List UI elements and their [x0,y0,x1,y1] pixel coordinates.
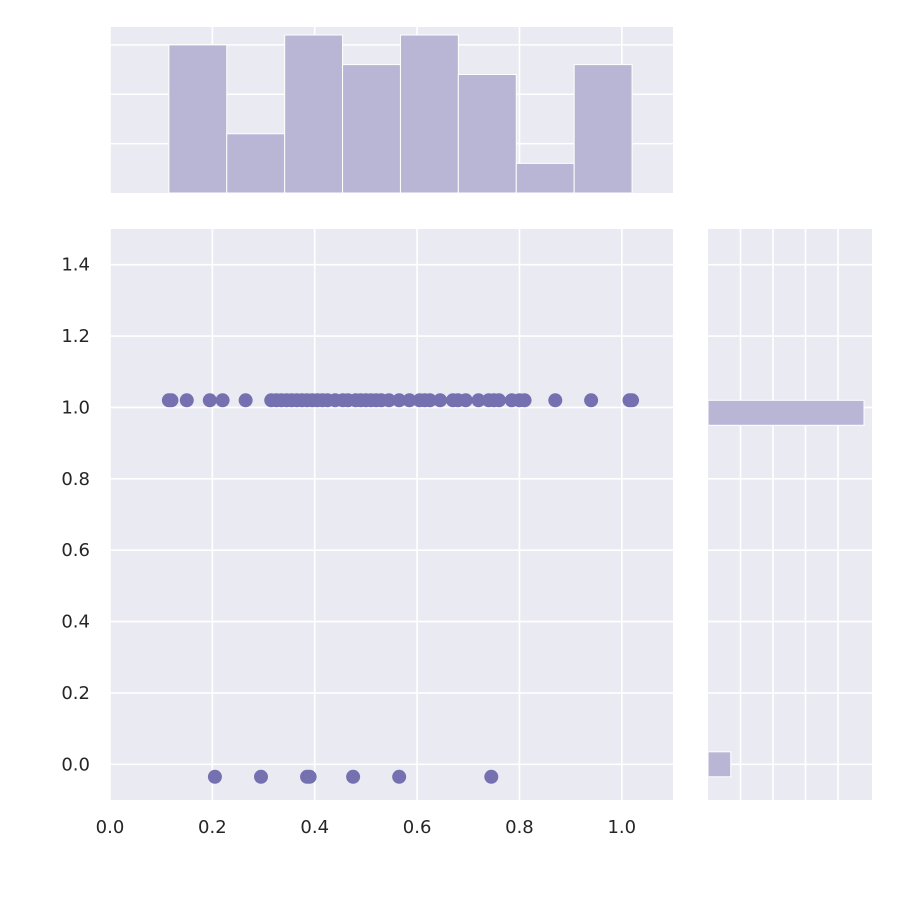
y-tick-label: 0.0 [61,754,90,775]
x-tick-label: 0.0 [96,817,125,838]
top-hist-bar [399,34,459,194]
top-hist-bar [573,64,633,194]
scatter-point [584,393,599,408]
scatter-point [381,393,396,408]
x-tick-label: 0.8 [505,817,534,838]
y-tick-label: 0.4 [61,612,90,633]
right-hist-bar [707,751,732,778]
x-tick-labels: 0.0 0.2 0.4 0.6 0.8 1.0 [96,817,636,838]
top-hist-bar [457,74,517,194]
x-tick-label: 0.4 [300,817,329,838]
y-tick-label: 0.6 [61,540,90,561]
scatter-point [392,393,407,408]
right-histogram-bars [707,399,865,778]
scatter-point [207,769,222,784]
scatter-points [161,393,640,784]
scatter-point [517,393,532,408]
right-marginal-histogram [707,229,872,800]
scatter-point [433,393,448,408]
right-hist-bar [707,399,865,426]
top-hist-bar [226,133,286,194]
right-panel-background [708,229,872,800]
y-tick-label: 0.2 [61,683,90,704]
scatter-point [484,769,499,784]
scatter-point [625,393,640,408]
scatter-point [179,393,194,408]
main-scatter-panel: 0.0 0.2 0.4 0.6 0.8 1.0 0.0 0.2 0.4 0.6 0.8 1.0 1.2… [61,229,673,838]
scatter-point [346,769,361,784]
scatter-point [302,769,317,784]
scatter-point [238,393,253,408]
top-hist-bar [284,34,344,194]
scatter-point [422,393,437,408]
scatter-point [458,393,473,408]
scatter-point [253,769,268,784]
x-tick-label: 1.0 [607,817,636,838]
top-hist-bar [342,64,401,194]
main-panel-grid [109,229,673,800]
right-panel-grid [708,229,872,800]
scatter-point [471,393,486,408]
y-tick-labels: 0.0 0.2 0.4 0.6 0.8 1.0 1.2 1.4 [61,255,90,776]
y-tick-label: 1.4 [61,255,90,276]
x-tick-label: 0.6 [403,817,432,838]
scatter-point [548,393,563,408]
top-hist-bar [515,162,575,194]
scatter-point [402,393,417,408]
y-tick-label: 1.2 [61,326,90,347]
y-tick-label: 1.0 [61,397,90,418]
main-panel-background [110,229,673,800]
top-marginal-histogram [109,27,673,194]
y-tick-label: 0.8 [61,469,90,490]
top-hist-bar [168,44,228,194]
scatter-point [491,393,506,408]
scatter-point [164,393,179,408]
top-histogram-bars [168,34,633,194]
scatter-point [202,393,217,408]
scatter-point [215,393,230,408]
x-tick-label: 0.2 [198,817,227,838]
scatter-point [392,769,407,784]
